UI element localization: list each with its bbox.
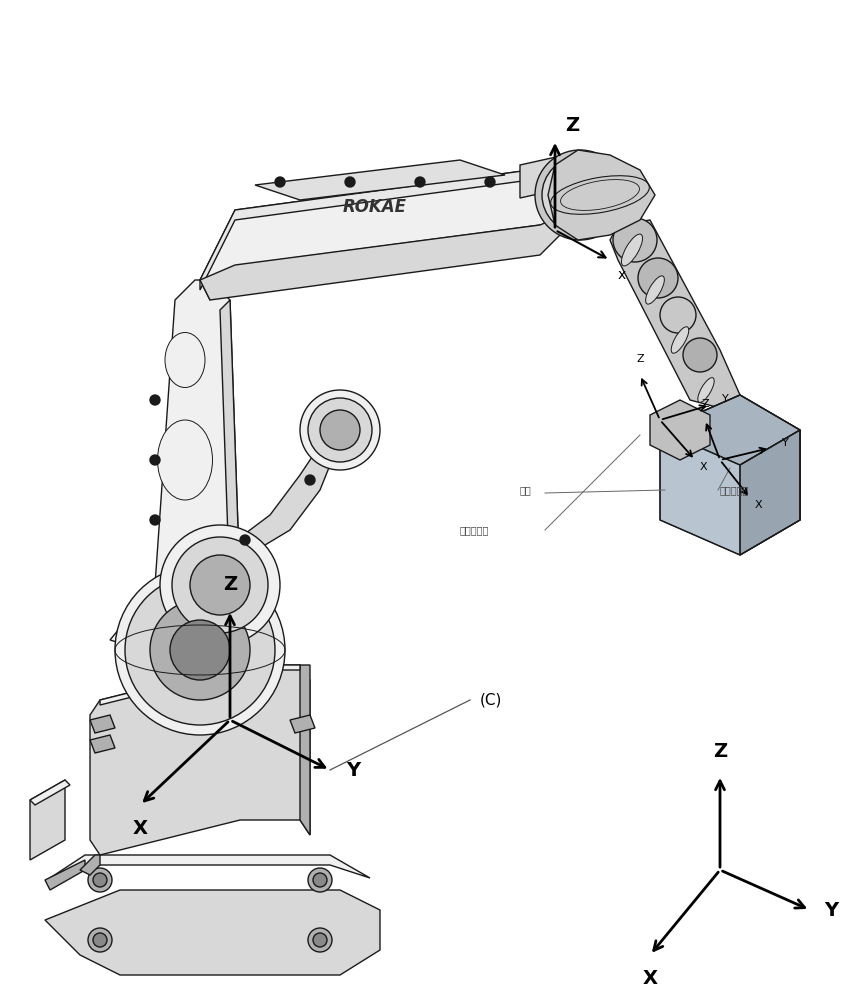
Circle shape [160,525,280,645]
Circle shape [308,928,332,952]
Ellipse shape [645,276,664,304]
Circle shape [308,398,372,462]
Polygon shape [90,665,310,855]
Polygon shape [30,780,70,805]
Text: Z: Z [713,742,727,761]
Circle shape [313,933,327,947]
Circle shape [93,933,107,947]
Circle shape [88,928,112,952]
Polygon shape [230,430,340,560]
Polygon shape [740,430,800,555]
Polygon shape [45,860,85,890]
Text: X: X [700,462,708,472]
Circle shape [115,565,285,735]
Polygon shape [50,855,370,878]
Text: 负载坐标系: 负载坐标系 [720,485,749,495]
Circle shape [638,258,678,298]
Circle shape [275,177,285,187]
Circle shape [613,218,657,262]
Polygon shape [90,735,115,753]
Circle shape [300,390,380,470]
Text: X: X [133,819,147,838]
Circle shape [125,575,275,725]
Text: 工具坐标系: 工具坐标系 [460,525,489,535]
Text: ROKAE: ROKAE [343,198,407,216]
Polygon shape [610,220,740,408]
Circle shape [240,535,250,545]
Polygon shape [220,300,270,645]
Circle shape [150,515,160,525]
Circle shape [170,620,230,680]
Text: Z: Z [565,116,579,135]
Text: X: X [755,500,763,510]
Text: (C): (C) [480,692,502,708]
Polygon shape [660,395,800,465]
Polygon shape [548,150,655,240]
Circle shape [308,868,332,892]
Ellipse shape [621,234,643,266]
Polygon shape [90,715,115,733]
Text: 负载: 负载 [520,485,531,495]
Polygon shape [100,665,300,705]
Circle shape [535,150,625,240]
Polygon shape [110,280,270,655]
Polygon shape [290,715,315,733]
Circle shape [345,177,355,187]
Text: Y: Y [782,438,788,448]
Polygon shape [200,170,575,290]
Polygon shape [80,855,100,875]
Circle shape [485,177,495,187]
Polygon shape [650,400,710,460]
Ellipse shape [158,420,213,500]
Circle shape [88,868,112,892]
Text: Y: Y [346,760,360,780]
Text: Z: Z [636,354,644,364]
Polygon shape [520,155,580,200]
Text: Y: Y [824,900,838,920]
Circle shape [313,873,327,887]
Polygon shape [660,395,800,555]
Circle shape [660,297,696,333]
Circle shape [683,338,717,372]
Text: Z: Z [223,575,237,594]
Circle shape [305,475,315,485]
Polygon shape [45,890,380,975]
Text: X: X [643,969,657,988]
Text: x: x [618,268,626,282]
Text: Y: Y [722,394,728,404]
Circle shape [320,410,360,450]
Circle shape [93,873,107,887]
Circle shape [542,157,618,233]
Text: Z: Z [701,399,709,409]
Circle shape [190,555,250,615]
Circle shape [415,177,425,187]
Circle shape [150,455,160,465]
Polygon shape [200,170,575,300]
Polygon shape [200,210,575,300]
Circle shape [150,395,160,405]
Polygon shape [255,160,505,200]
Circle shape [150,600,250,700]
Polygon shape [30,780,65,860]
Polygon shape [300,665,310,835]
Ellipse shape [698,378,714,402]
Circle shape [172,537,268,633]
Ellipse shape [165,332,205,387]
Ellipse shape [671,327,689,353]
